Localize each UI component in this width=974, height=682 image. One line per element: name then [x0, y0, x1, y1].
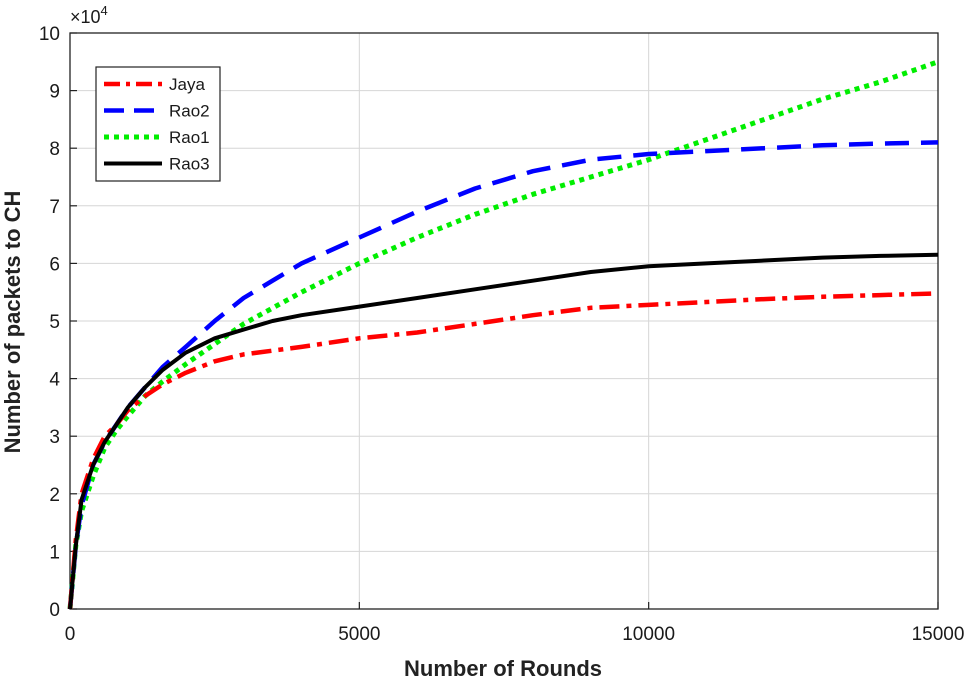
y-multiplier-exponent: 4	[101, 3, 108, 18]
y-tick-label: 4	[49, 370, 60, 391]
y-axis-multiplier: ×104	[70, 3, 108, 27]
x-tick-label: 15000	[912, 624, 965, 645]
series-line-rao1	[67, 59, 939, 610]
legend-label-rao2: Rao2	[169, 102, 210, 121]
y-tick-label: 6	[49, 254, 60, 275]
x-tick-label: 10000	[622, 624, 675, 645]
y-tick-label: 5	[49, 312, 60, 333]
legend: Jaya Rao2 Rao1 Rao3	[95, 66, 221, 182]
y-tick-label: 8	[49, 139, 60, 160]
y-tick-label: 10	[39, 24, 60, 45]
series-line-jaya	[67, 291, 939, 610]
y-tick-label: 3	[49, 427, 60, 448]
y-tick-label: 0	[49, 600, 60, 621]
y-multiplier-base: ×10	[70, 7, 101, 27]
x-axis-label: Number of Rounds	[404, 656, 602, 681]
legend-label-rao3: Rao3	[169, 155, 210, 174]
legend-label-jaya: Jaya	[169, 75, 205, 94]
x-tick-label: 5000	[338, 624, 380, 645]
series-line-rao2	[67, 140, 939, 610]
x-tick-label: 0	[65, 624, 76, 645]
y-tick-label: 9	[49, 82, 60, 103]
y-tick-label: 2	[49, 485, 60, 506]
y-tick-label: 7	[49, 197, 60, 218]
legend-label-rao1: Rao1	[169, 128, 210, 147]
series-lines	[67, 59, 939, 610]
series-line-rao3	[68, 252, 939, 610]
y-axis-label: Number of packets to CH	[0, 191, 25, 454]
y-tick-label: 1	[49, 542, 60, 563]
